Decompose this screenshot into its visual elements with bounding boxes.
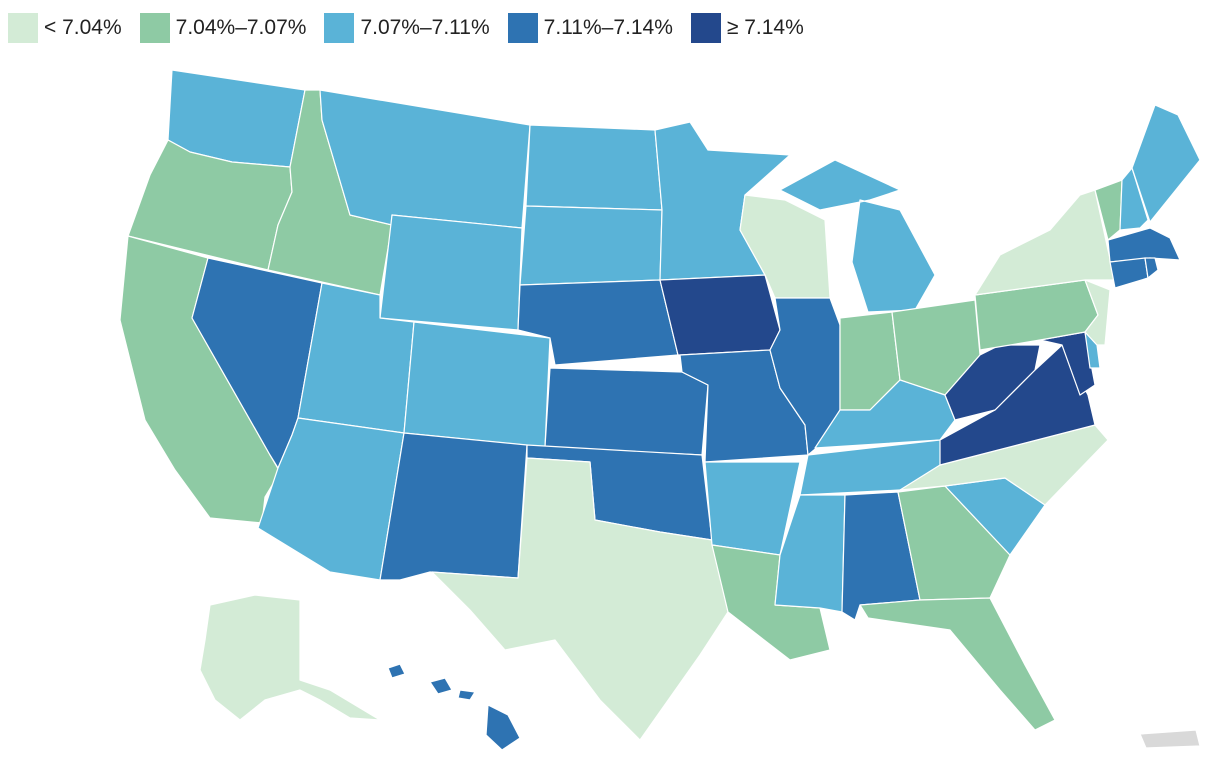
state-hawaii[interactable]	[387, 663, 521, 751]
legend-swatch	[507, 13, 538, 43]
map-legend: < 7.04% 7.04%–7.07% 7.07%–7.11% 7.11%–7.…	[8, 12, 822, 44]
state-west-virginia[interactable]	[944, 344, 1041, 421]
state-florida[interactable]	[859, 597, 1056, 731]
legend-item: 7.11%–7.14%	[507, 13, 673, 43]
state-connecticut[interactable]	[1109, 257, 1149, 289]
legend-label: 7.11%–7.14%	[543, 16, 673, 39]
legend-item: 7.07%–7.11%	[324, 13, 490, 43]
state-rhode-island[interactable]	[1144, 257, 1159, 279]
state-new-hampshire[interactable]	[1119, 167, 1149, 231]
state-puerto-rico[interactable]	[1139, 729, 1201, 749]
state-massachusetts[interactable]	[1107, 227, 1181, 263]
state-north-dakota[interactable]	[525, 124, 663, 211]
state-south-dakota[interactable]	[519, 205, 663, 286]
state-maine[interactable]	[1131, 104, 1201, 223]
legend-label: 7.04%–7.07%	[175, 16, 307, 39]
legend-label: 7.07%–7.11%	[360, 16, 490, 39]
state-wyoming[interactable]	[379, 214, 523, 331]
legend-item: ≥ 7.14%	[690, 13, 804, 43]
state-iowa[interactable]	[659, 274, 781, 356]
state-new-york[interactable]	[974, 189, 1116, 296]
legend-item: 7.04%–7.07%	[139, 13, 307, 43]
legend-swatch	[690, 13, 721, 43]
state-new-mexico[interactable]	[379, 432, 528, 581]
state-alaska[interactable]	[199, 594, 381, 721]
state-colorado[interactable]	[403, 321, 551, 448]
legend-item: < 7.04%	[8, 13, 122, 43]
state-texas[interactable]	[431, 457, 729, 741]
state-montana[interactable]	[319, 89, 531, 229]
legend-label: ≥ 7.14%	[726, 16, 804, 39]
state-kansas[interactable]	[544, 367, 709, 456]
state-north-carolina[interactable]	[899, 424, 1109, 506]
legend-label: < 7.04%	[44, 16, 122, 39]
state-new-jersey[interactable]	[1084, 279, 1111, 346]
legend-swatch	[139, 13, 170, 43]
legend-swatch	[8, 13, 38, 43]
legend-swatch	[324, 13, 355, 43]
